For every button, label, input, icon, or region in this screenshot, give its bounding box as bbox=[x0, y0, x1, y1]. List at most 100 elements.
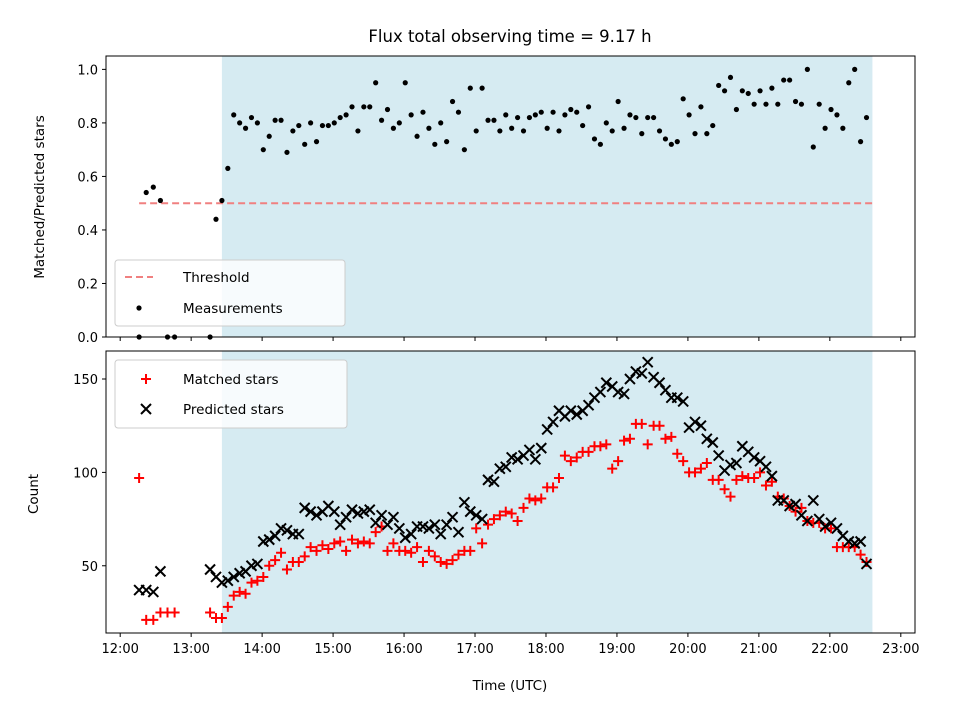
predicted-stars-marker bbox=[304, 505, 317, 518]
measurement-point bbox=[798, 101, 805, 107]
matched-stars-marker bbox=[500, 506, 511, 517]
measurement-point bbox=[556, 128, 562, 134]
predicted-stars-marker bbox=[269, 530, 281, 542]
measurement-point bbox=[745, 90, 751, 97]
predicted-stars-marker bbox=[387, 511, 400, 523]
predicted-stars-marker bbox=[435, 528, 447, 540]
matched-stars-marker bbox=[642, 439, 653, 450]
predicted-stars-marker bbox=[147, 586, 160, 598]
legend-box bbox=[114, 359, 348, 429]
measurement-point bbox=[438, 120, 444, 126]
measurement-point bbox=[781, 77, 787, 83]
predicted-stars-marker bbox=[511, 453, 524, 466]
matched-stars-marker bbox=[855, 549, 866, 560]
matched-stars-marker bbox=[252, 575, 263, 586]
legend-measurements-label: Measurements bbox=[183, 301, 283, 317]
top-y-tick-label: 0.6 bbox=[77, 170, 98, 185]
matched-stars-marker bbox=[583, 446, 594, 457]
matched-stars-marker bbox=[536, 493, 547, 504]
predicted-stars-marker bbox=[571, 408, 583, 421]
matched-stars-marker bbox=[412, 542, 423, 553]
predicted-stars-marker bbox=[458, 496, 471, 508]
measurement-point bbox=[727, 74, 734, 81]
measurement-point bbox=[520, 128, 527, 134]
measurement-point bbox=[822, 125, 828, 131]
measurement-point bbox=[231, 112, 237, 118]
x-tick-label: 13:00 bbox=[172, 642, 209, 657]
measurement-point bbox=[284, 149, 290, 155]
top-panel: 0.0 0.2 0.4 0.6 0.8 1.0 Threshold Measurements bbox=[77, 55, 916, 346]
measurement-point bbox=[378, 117, 385, 123]
measurement-point bbox=[479, 85, 485, 91]
predicted-stars-marker bbox=[535, 442, 547, 454]
matched-stars-marker bbox=[755, 467, 766, 478]
matched-stars-marker bbox=[234, 586, 245, 597]
predicted-stars-marker bbox=[624, 373, 636, 385]
matched-stars-marker bbox=[506, 508, 517, 519]
predicted-stars-marker bbox=[766, 470, 778, 482]
measurement-point bbox=[733, 106, 740, 113]
predicted-stars-marker bbox=[334, 518, 346, 531]
measurement-point bbox=[319, 122, 326, 129]
legend-predicted-swatch bbox=[140, 403, 152, 415]
measurement-point bbox=[828, 106, 834, 113]
predicted-stars-marker bbox=[707, 436, 719, 449]
matched-stars-marker bbox=[441, 558, 452, 569]
x-tick-label: 17:00 bbox=[456, 642, 493, 657]
matched-stars-marker bbox=[423, 545, 434, 556]
matched-stars-marker bbox=[548, 482, 559, 493]
top-y-tick-label: 0.0 bbox=[77, 331, 98, 346]
predicted-stars-marker bbox=[600, 377, 613, 389]
x-tick-label: 19:00 bbox=[598, 642, 635, 657]
predicted-stars-marker bbox=[547, 416, 559, 428]
matched-stars-marker bbox=[571, 452, 582, 463]
measurement-point bbox=[651, 114, 657, 121]
matched-stars-marker bbox=[559, 450, 570, 461]
matched-stars-marker bbox=[364, 538, 375, 549]
measurement-point bbox=[361, 104, 367, 110]
matched-stars-marker bbox=[766, 476, 777, 487]
measurement-point bbox=[455, 109, 462, 115]
measurement-point bbox=[710, 122, 716, 129]
matched-stars-marker bbox=[607, 463, 618, 474]
matched-stars-marker bbox=[636, 418, 647, 429]
measurement-point bbox=[219, 197, 225, 204]
measurement-point bbox=[373, 80, 379, 86]
measurement-point bbox=[792, 98, 799, 105]
matched-stars-marker bbox=[335, 536, 346, 547]
measurement-point bbox=[597, 141, 603, 147]
measurement-point bbox=[278, 117, 284, 123]
predicted-stars-marker bbox=[541, 423, 553, 436]
matched-stars-marker bbox=[358, 536, 369, 547]
matched-stars-marker bbox=[861, 557, 872, 568]
predicted-stars-marker bbox=[671, 391, 683, 404]
measurement-point bbox=[384, 106, 391, 113]
matched-stars-marker bbox=[281, 564, 292, 575]
measurement-point bbox=[444, 139, 450, 145]
measurement-point bbox=[157, 197, 164, 204]
matched-stars-marker bbox=[317, 540, 328, 551]
measurement-point bbox=[242, 125, 249, 131]
measurement-point bbox=[857, 139, 864, 145]
predicted-stars-marker bbox=[281, 524, 293, 536]
measurement-point bbox=[420, 109, 426, 115]
measurement-point bbox=[491, 117, 497, 123]
x-tick-label: 12:00 bbox=[101, 642, 138, 657]
measurement-point bbox=[414, 133, 420, 139]
predicted-stars-marker bbox=[381, 518, 394, 531]
measurement-point bbox=[704, 131, 710, 137]
matched-stars-marker bbox=[370, 527, 381, 538]
predicted-stars-marker bbox=[298, 502, 311, 514]
predicted-stars-marker bbox=[399, 532, 411, 544]
predicted-stars-marker bbox=[695, 419, 707, 432]
measurement-point bbox=[367, 104, 373, 110]
matched-stars-marker bbox=[678, 456, 689, 467]
predicted-stars-marker bbox=[154, 565, 167, 578]
matched-stars-marker bbox=[341, 545, 352, 556]
chart-title: Flux total observing time = 9.17 h bbox=[368, 27, 651, 46]
measurement-point bbox=[852, 66, 858, 72]
measurement-point bbox=[449, 98, 456, 105]
predicted-stars-marker bbox=[452, 526, 465, 538]
legend-matched-label: Matched stars bbox=[183, 372, 279, 388]
x-tick-label: 18:00 bbox=[527, 642, 564, 657]
